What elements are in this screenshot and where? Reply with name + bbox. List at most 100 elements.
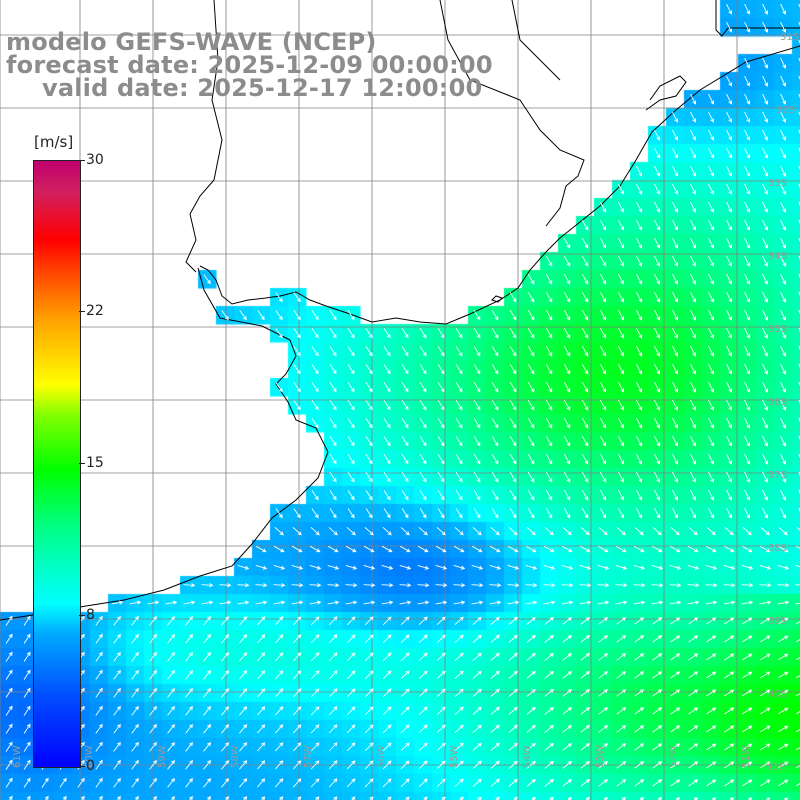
wind-vector-arrow	[364, 634, 374, 644]
wind-vector-arrow	[347, 472, 355, 483]
wind-vector-arrow	[651, 564, 664, 570]
wind-vector-arrow	[760, 671, 771, 679]
wind-vector-arrow	[490, 778, 500, 787]
wind-vector-arrow	[618, 291, 625, 303]
wind-vector-arrow	[672, 129, 679, 141]
wind-vector-arrow	[473, 436, 481, 447]
wind-vector-arrow	[581, 417, 589, 429]
wind-vector-arrow	[203, 723, 212, 734]
wind-vector-arrow	[239, 652, 248, 662]
wind-vector-arrow	[600, 201, 607, 213]
wind-vector-arrow	[472, 616, 482, 625]
wind-vector-arrow	[257, 760, 266, 770]
wind-vector-arrow	[527, 363, 535, 375]
wind-vector-arrow	[687, 583, 700, 588]
latitude-label: 33S	[768, 178, 788, 189]
wind-vector-arrow	[472, 724, 482, 733]
wind-vector-arrow	[562, 743, 573, 751]
wind-vector-arrow	[346, 526, 356, 536]
wind-vector-arrow	[618, 345, 625, 357]
wind-vector-arrow	[636, 165, 643, 177]
latitude-label: 41S	[766, 762, 786, 773]
wind-vector-arrow	[419, 382, 427, 393]
wind-vector-arrow	[690, 435, 697, 447]
wind-vector-arrow	[780, 291, 787, 303]
wind-vector-arrow	[742, 743, 753, 751]
wind-vector-arrow	[618, 237, 625, 249]
wind-vector-arrow	[203, 274, 211, 285]
wind-vector-arrow	[255, 564, 268, 570]
wind-vector-arrow	[491, 400, 499, 411]
wind-vector-arrow	[419, 508, 427, 519]
wind-vector-arrow	[5, 741, 13, 752]
wind-vector-arrow	[634, 725, 645, 733]
wind-vector-arrow	[310, 526, 320, 536]
wind-vector-arrow	[509, 436, 517, 447]
wind-vector-arrow	[652, 653, 663, 661]
wind-vector-arrow	[706, 689, 717, 697]
wind-vector-arrow	[798, 327, 800, 332]
wind-vector-arrow	[544, 778, 555, 787]
wind-vector-arrow	[726, 255, 733, 267]
wind-vector-arrow	[472, 706, 482, 715]
wind-vector-arrow	[688, 526, 698, 536]
wind-vector-arrow	[383, 508, 391, 519]
wind-vector-arrow	[401, 454, 409, 465]
wind-vector-arrow	[654, 183, 661, 195]
wind-vector-arrow	[329, 418, 337, 429]
wind-vector-arrow	[744, 489, 751, 501]
wind-vector-arrow	[795, 545, 800, 549]
wind-vector-arrow	[634, 707, 645, 715]
wind-vector-arrow	[581, 255, 589, 267]
wind-vector-arrow	[328, 778, 338, 788]
wind-vector-arrow	[473, 382, 481, 393]
wind-vector-arrow	[329, 436, 337, 447]
latitude-label: 34S	[768, 251, 788, 262]
wind-vector-arrow	[744, 363, 751, 375]
wind-vector-arrow	[400, 706, 410, 716]
wind-vector-arrow	[185, 669, 193, 680]
wind-vector-arrow	[345, 583, 358, 588]
wind-vector-arrow	[365, 490, 373, 501]
wind-vector-arrow	[351, 796, 356, 800]
wind-vector-arrow	[526, 688, 536, 697]
wind-vector-arrow	[581, 435, 589, 447]
wind-vector-arrow	[780, 147, 787, 159]
wind-vector-arrow	[275, 328, 283, 339]
wind-vector-arrow	[399, 583, 412, 588]
wind-vector-arrow	[636, 507, 643, 519]
wind-vector-arrow	[742, 707, 753, 715]
wind-vector-arrow	[311, 490, 319, 501]
wind-vector-arrow	[690, 147, 697, 159]
wind-vector-arrow	[563, 255, 571, 267]
wind-vector-arrow	[741, 545, 753, 553]
wind-vector-arrow	[454, 526, 464, 536]
wind-vector-arrow	[580, 689, 591, 697]
wind-vector-arrow	[778, 689, 789, 697]
wind-vector-arrow	[419, 364, 427, 375]
wind-vector-arrow	[616, 725, 627, 733]
wind-vector-arrow	[347, 454, 355, 465]
wind-vector-arrow	[310, 724, 320, 734]
wind-vector-arrow	[401, 364, 409, 375]
wind-vector-arrow	[327, 545, 339, 553]
wind-vector-arrow	[723, 600, 736, 605]
wind-vector-arrow	[347, 364, 355, 375]
wind-vector-arrow	[798, 309, 800, 314]
wind-vector-arrow	[708, 399, 715, 411]
wind-vector-arrow	[149, 759, 157, 770]
wind-vector-arrow	[670, 743, 681, 751]
wind-vector-arrow	[5, 777, 13, 788]
wind-vector-arrow	[365, 418, 373, 429]
wind-vector-arrow	[544, 670, 555, 679]
wind-vector-arrow	[780, 309, 787, 321]
wind-vector-arrow	[634, 689, 645, 697]
wind-vector-arrow	[310, 688, 320, 698]
wind-vector-arrow	[616, 635, 627, 643]
wind-vector-arrow	[454, 688, 464, 698]
wind-vector-arrow	[149, 741, 157, 752]
wind-vector-arrow	[672, 147, 679, 159]
wind-vector-arrow	[364, 760, 374, 770]
wind-vector-arrow	[615, 600, 628, 605]
wind-vector-arrow	[292, 634, 302, 644]
